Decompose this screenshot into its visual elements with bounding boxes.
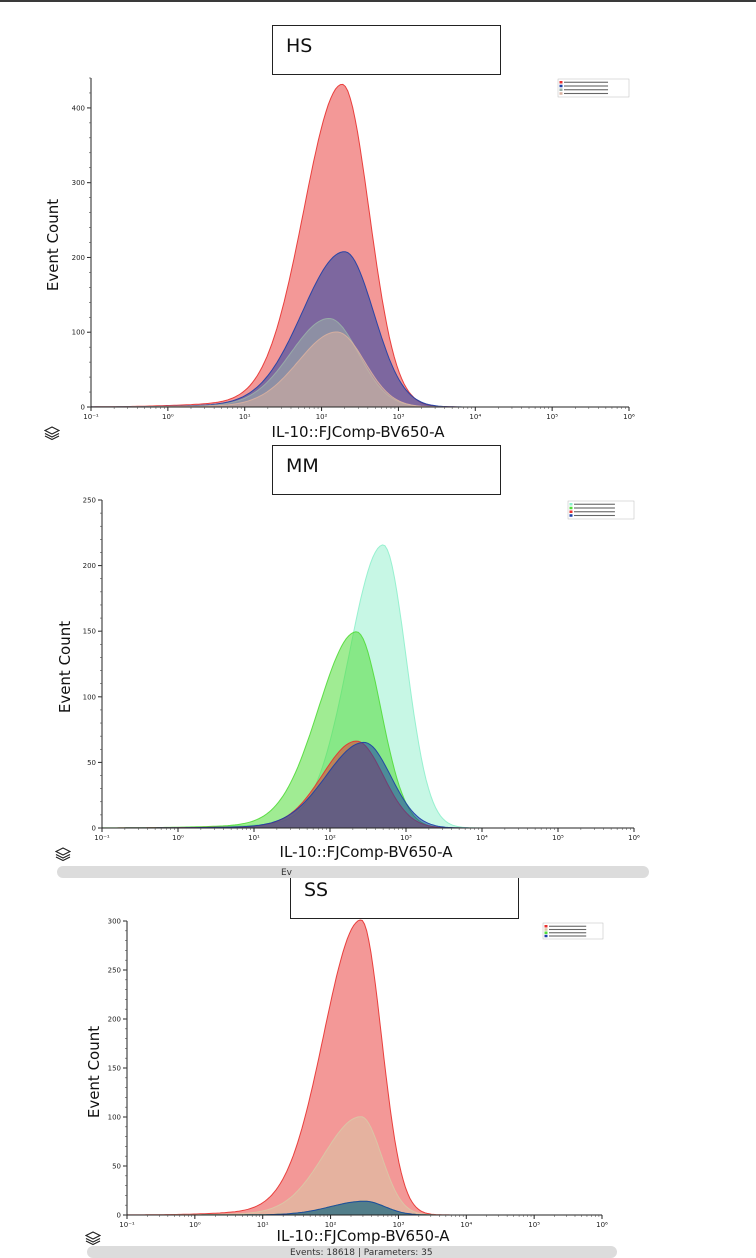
events-parameters-text: Events: 18618 | Parameters: 35 [290,1248,433,1258]
x-tick-label: 10⁰ [189,1221,201,1229]
y-tick-label: 100 [72,329,85,337]
legend-entry-text-bar [564,85,609,87]
histogram-series-2 [127,1116,602,1216]
chart-panel-mm: 0 50 100 150 200 250 10⁻¹ 10⁰ 10¹ 10² 10³ 10⁴ 10⁵ 10⁶… [56,497,640,862]
legend-swatch [569,510,573,513]
legend-swatch [544,931,548,934]
legend-swatch [559,84,563,88]
y-tick-label: 200 [83,562,96,570]
y-axis-label: Event Count [56,621,74,713]
legend-entry-text-bar [549,932,587,934]
histogram-series-4 [102,741,634,829]
y-tick-label: 400 [72,104,85,112]
y-tick-label: 250 [108,967,121,975]
x-tick-label: 10⁵ [528,1221,540,1229]
y-tick-label: 300 [72,179,85,187]
chart-panel-ss: 0 50 100 150 200 250 300 10⁻¹ 10⁰ 10¹ 10² 10³ 10⁴ 10⁵… [85,918,608,1246]
legend-swatch [544,925,548,928]
legend-entry-text-bar [574,507,615,509]
y-tick-label: 0 [81,404,85,412]
legend-entry-text-bar [574,503,615,505]
chart-panel-hs: 0 100 200 300 400 10⁻¹ 10⁰ 10¹ 10² 10³ 10⁴ 10⁵ 10⁶ Ev… [44,77,635,441]
x-tick-label: 10⁶ [623,413,635,421]
x-tick-label: 10³ [393,1221,405,1229]
x-tick-label: 10² [324,834,336,842]
y-tick-label: 150 [108,1065,121,1073]
legend-swatch [559,81,563,84]
legend [557,78,630,98]
y-tick-label: 300 [108,918,121,926]
x-tick-label: 10⁶ [596,1221,608,1229]
x-tick-label: 10⁻¹ [119,1221,135,1229]
layers-icon[interactable] [55,846,71,862]
y-tick-label: 250 [83,497,96,505]
panel-title-hs: HS [272,25,501,75]
x-tick-label: 10³ [393,413,405,421]
legend-entry-text-bar [549,925,587,927]
x-tick-label: 10⁴ [469,413,481,421]
legend-entry-text-bar [549,935,587,937]
x-tick-label: 10⁵ [546,413,558,421]
x-tick-label: 10⁶ [628,834,640,842]
histogram-series-4 [127,1200,602,1216]
x-tick-label: 10³ [400,834,412,842]
x-tick-label: 10² [316,413,328,421]
x-tick-label: 10⁴ [476,834,488,842]
legend-entry-text-bar [564,89,609,91]
y-tick-label: 200 [108,1016,121,1024]
y-tick-label: 100 [108,1114,121,1122]
y-axis-label: Event Count [44,199,62,291]
x-axis-label: IL-10::FJComp-BV650-A [272,423,446,441]
legend-swatch [569,514,573,517]
legend-swatch [569,506,573,510]
legend [542,922,604,940]
legend-entry-text-bar [549,928,587,931]
mm-footer-fragment: Ev [281,868,293,878]
x-tick-label: 10¹ [257,1221,269,1229]
layers-icon[interactable] [85,1230,101,1246]
x-tick-label: 10¹ [248,834,260,842]
x-tick-label: 10⁰ [172,834,184,842]
x-tick-label: 10⁻¹ [83,413,99,421]
x-axis-label: IL-10::FJComp-BV650-A [277,1227,451,1245]
legend-swatch [544,934,548,938]
x-tick-label: 10⁵ [552,834,564,842]
y-tick-label: 200 [72,254,85,262]
x-tick-label: 10² [325,1221,337,1229]
x-tick-label: 10⁰ [162,413,174,421]
x-tick-label: 10⁻¹ [94,834,110,842]
legend-swatch [569,503,573,506]
legend-entry-text-bar [574,511,615,513]
legend [567,500,635,520]
x-tick-label: 10¹ [239,413,251,421]
legend-swatch [559,92,563,95]
legend-entry-text-bar [574,514,615,517]
legend-entry-text-bar [564,92,609,95]
legend-box [557,78,630,98]
legend-swatch [544,928,548,931]
y-tick-label: 0 [92,825,96,833]
x-tick-label: 10⁴ [460,1221,472,1229]
y-tick-label: 0 [117,1212,121,1220]
horizontal-scrollbar-mm[interactable] [57,866,649,878]
legend-entry-text-bar [564,81,609,83]
y-tick-label: 150 [83,628,96,636]
panel-title-mm: MM [272,445,501,495]
layers-icon[interactable] [44,425,60,441]
y-tick-label: 50 [87,759,96,767]
y-axis-label: Event Count [85,1026,103,1118]
legend-box [567,500,635,520]
y-tick-label: 100 [83,693,96,701]
window-top-border [0,0,756,2]
x-axis-label: IL-10::FJComp-BV650-A [280,843,454,861]
legend-box [542,922,604,940]
y-tick-label: 50 [112,1163,121,1171]
legend-swatch [559,88,563,91]
